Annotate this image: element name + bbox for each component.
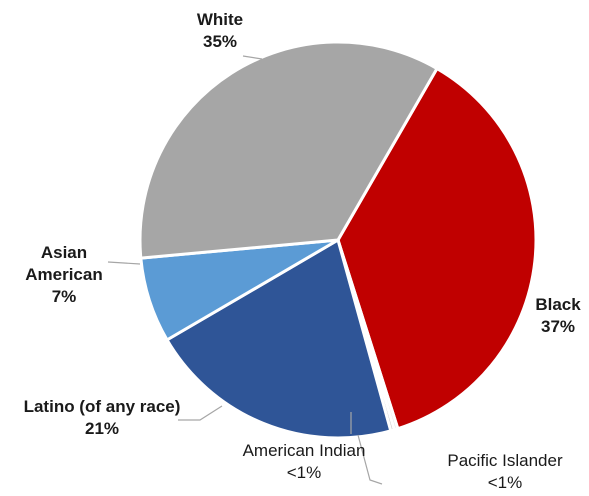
leader-line-pacific-islander: [357, 434, 383, 485]
leader-line-latino: [178, 405, 223, 421]
pie-slice-white: [138, 40, 439, 260]
label-black: Black 37%: [535, 295, 581, 336]
label-american-indian: American Indian <1%: [242, 441, 366, 482]
leader-lines: [107, 55, 383, 485]
pie-slice-latino-of-any-race: [165, 238, 393, 440]
label-white: White 35%: [196, 10, 244, 51]
leader-line-asian: [107, 261, 141, 265]
label-latino: Latino (of any race) 21%: [23, 397, 181, 438]
leader-line-white: [242, 55, 263, 60]
pie-slices: [138, 40, 538, 440]
pie-slice-black: [336, 67, 538, 431]
label-asian-american: Asian American 7%: [25, 243, 103, 306]
label-pacific-islander: Pacific Islander <1%: [447, 451, 563, 492]
